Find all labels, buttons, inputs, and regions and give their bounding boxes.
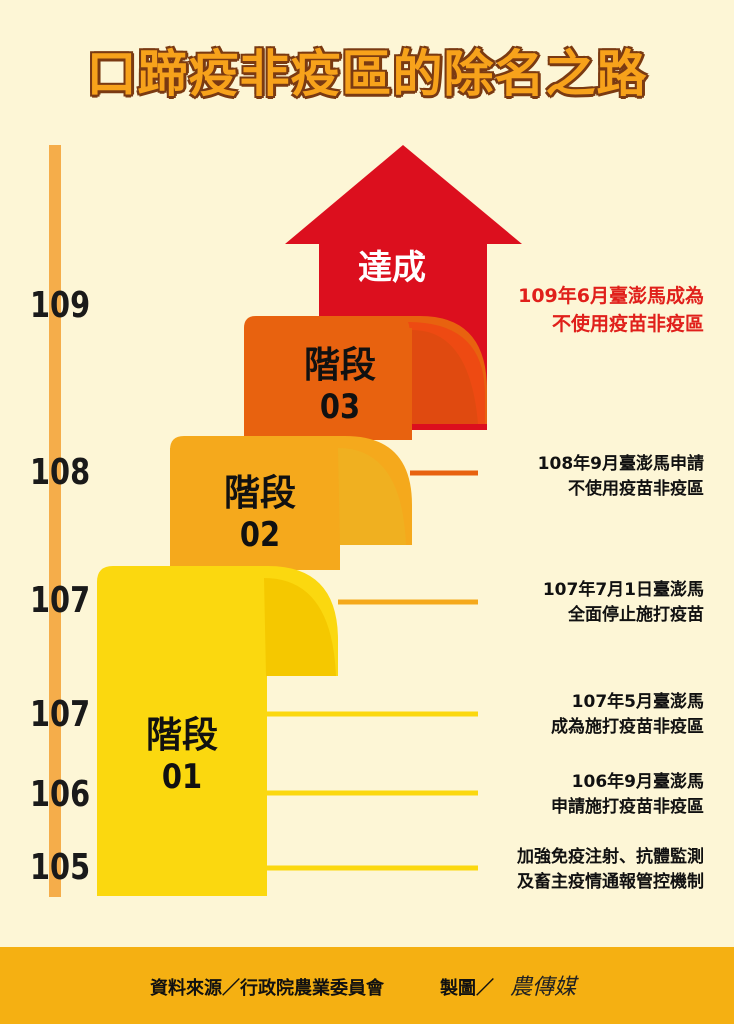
milestone-note: 106年9月臺澎馬 申請施打疫苗非疫區 bbox=[551, 772, 704, 817]
achievement-label: 達成 bbox=[358, 248, 426, 288]
milestone-note: 109年6月臺澎馬成為 不使用疫苗非疫區 bbox=[518, 285, 704, 335]
stages-diagram bbox=[97, 145, 522, 896]
timeline-axis bbox=[49, 145, 61, 897]
year-label: 108 bbox=[30, 452, 91, 493]
stage-2-label: 階段 02 bbox=[223, 473, 296, 556]
stage-1-label: 階段 01 bbox=[145, 715, 218, 798]
milestone-note: 加強免疫注射、抗體監測 及畜主疫情通報管控機制 bbox=[517, 847, 704, 892]
stage-3-block bbox=[244, 316, 487, 440]
page-title: 口蹄疫非疫區的除名之路 bbox=[86, 45, 648, 103]
source-credit: 資料來源／行政院農業委員會 bbox=[150, 978, 384, 999]
maker-credit: 製圖／ bbox=[440, 978, 494, 999]
publisher-logo: 農傳媒 bbox=[510, 975, 577, 1000]
stage-2-block bbox=[170, 436, 412, 570]
stage-1-block bbox=[97, 566, 338, 896]
stage-3-label: 階段 03 bbox=[303, 345, 376, 428]
milestone-note: 107年7月1日臺澎馬 全面停止施打疫苗 bbox=[542, 580, 704, 625]
year-label: 106 bbox=[30, 774, 91, 815]
year-label: 107 bbox=[30, 580, 91, 621]
year-label: 109 bbox=[30, 285, 91, 326]
milestone-note: 107年5月臺澎馬 成為施打疫苗非疫區 bbox=[551, 692, 704, 737]
milestone-note: 108年9月臺澎馬申請 不使用疫苗非疫區 bbox=[537, 454, 704, 499]
year-label: 107 bbox=[30, 694, 91, 735]
year-label: 105 bbox=[30, 847, 91, 888]
footer-bar: 資料來源／行政院農業委員會 製圖／ 農傳媒 bbox=[0, 947, 734, 1024]
